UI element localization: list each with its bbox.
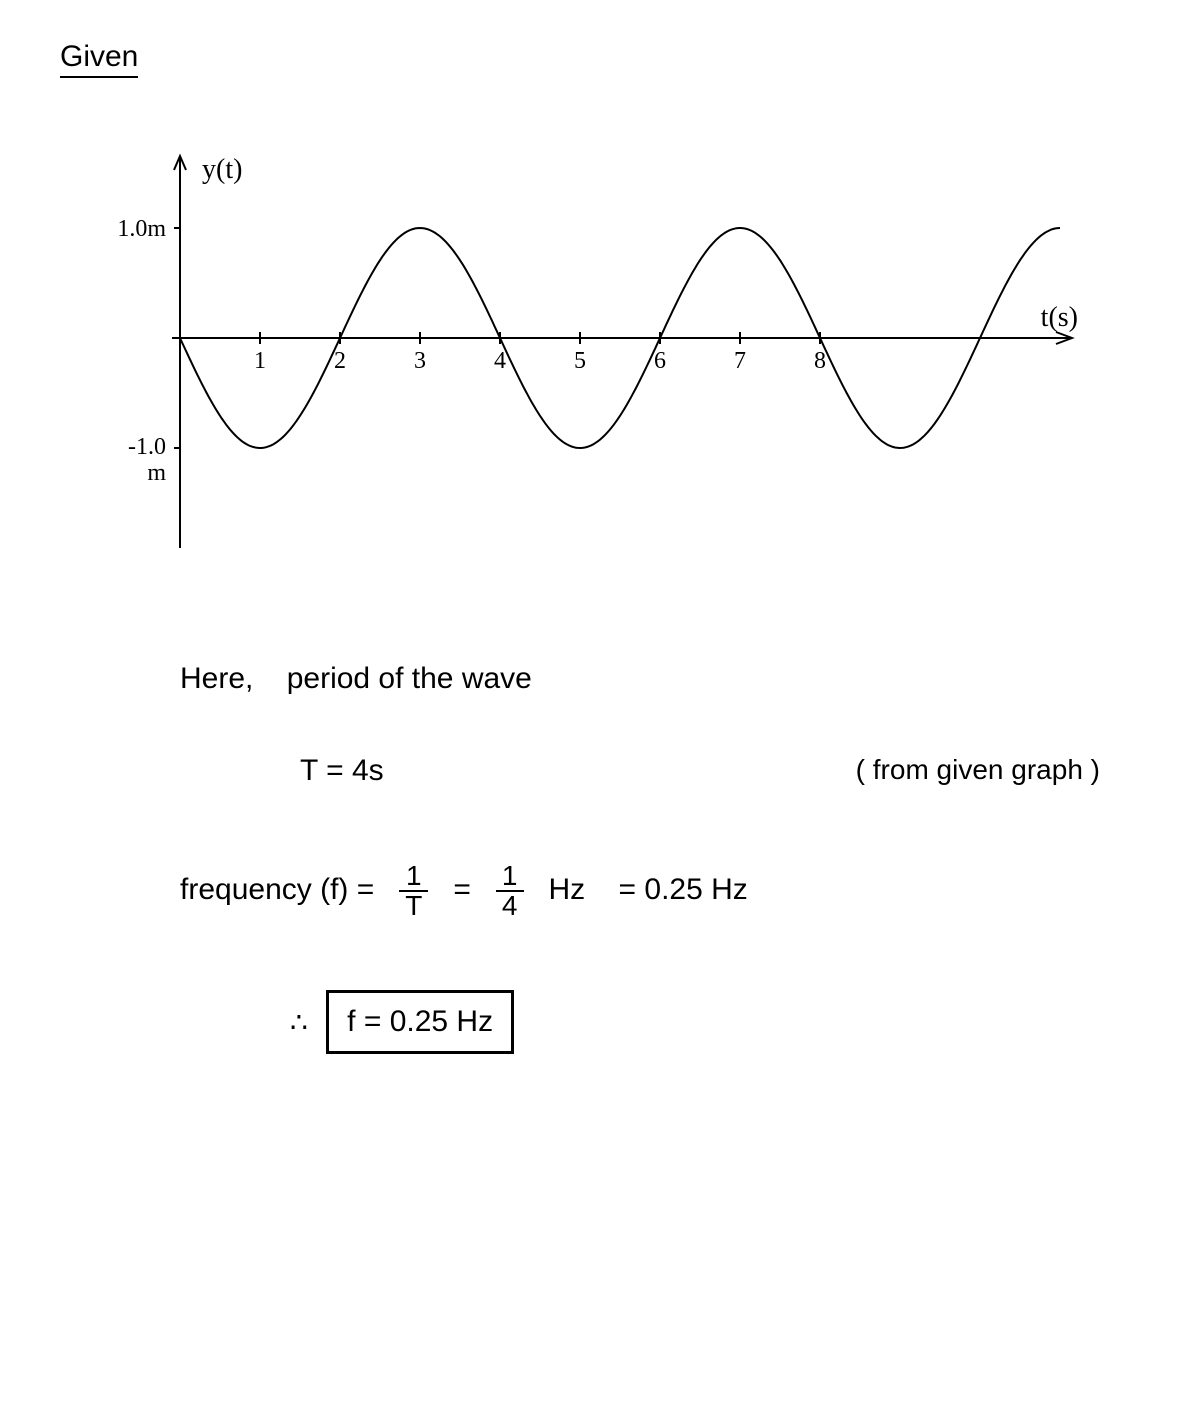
frac-den: T bbox=[399, 892, 428, 920]
derivation: Here, period of the wave T = 4s ( from g… bbox=[180, 658, 1140, 1054]
svg-text:3: 3 bbox=[414, 348, 426, 374]
svg-text:1: 1 bbox=[254, 348, 266, 374]
hz-unit: Hz bbox=[549, 873, 586, 906]
line-period-value: T = 4s ( from given graph ) bbox=[180, 750, 1140, 792]
period-equation: T = 4s bbox=[300, 754, 384, 787]
svg-text:5: 5 bbox=[574, 348, 586, 374]
svg-text:6: 6 bbox=[654, 348, 666, 374]
section-heading: Given bbox=[60, 40, 138, 78]
svg-text:2: 2 bbox=[334, 348, 346, 374]
svg-text:t(s): t(s) bbox=[1041, 302, 1078, 333]
frac2-den: 4 bbox=[496, 892, 524, 920]
freq-value: = 0.25 Hz bbox=[619, 873, 748, 906]
svg-text:8: 8 bbox=[814, 348, 826, 374]
line-result: ∴ f = 0.25 Hz bbox=[290, 990, 1140, 1054]
graph-aside: ( from given graph ) bbox=[856, 750, 1100, 789]
line-period-intro: Here, period of the wave bbox=[180, 658, 1140, 700]
svg-text:1.0m: 1.0m bbox=[117, 216, 166, 242]
result-box: f = 0.25 Hz bbox=[326, 990, 514, 1054]
here-label: Here, bbox=[180, 662, 253, 695]
frac2-num: 1 bbox=[496, 862, 524, 892]
svg-text:7: 7 bbox=[734, 348, 746, 374]
svg-text:-1.0: -1.0 bbox=[128, 434, 166, 460]
svg-text:y(t): y(t) bbox=[202, 154, 242, 185]
svg-text:m: m bbox=[147, 460, 166, 486]
therefore-symbol: ∴ bbox=[290, 1007, 308, 1038]
wave-svg: y(t) t(s) 1.0m -1.0m 1 2 3 4 5 6 7 8 bbox=[100, 138, 1080, 578]
line-frequency: frequency (f) = 1 T = 1 4 Hz = 0.25 Hz bbox=[180, 842, 1140, 920]
period-text: period of the wave bbox=[287, 662, 532, 695]
frequency-label: frequency (f) = bbox=[180, 873, 374, 906]
svg-text:4: 4 bbox=[494, 348, 506, 374]
wave-chart: y(t) t(s) 1.0m -1.0m 1 2 3 4 5 6 7 8 bbox=[100, 138, 1080, 578]
frac-num: 1 bbox=[399, 862, 428, 892]
fraction-1-over-4: 1 4 bbox=[496, 862, 524, 920]
fraction-1-over-T: 1 T bbox=[399, 862, 428, 920]
